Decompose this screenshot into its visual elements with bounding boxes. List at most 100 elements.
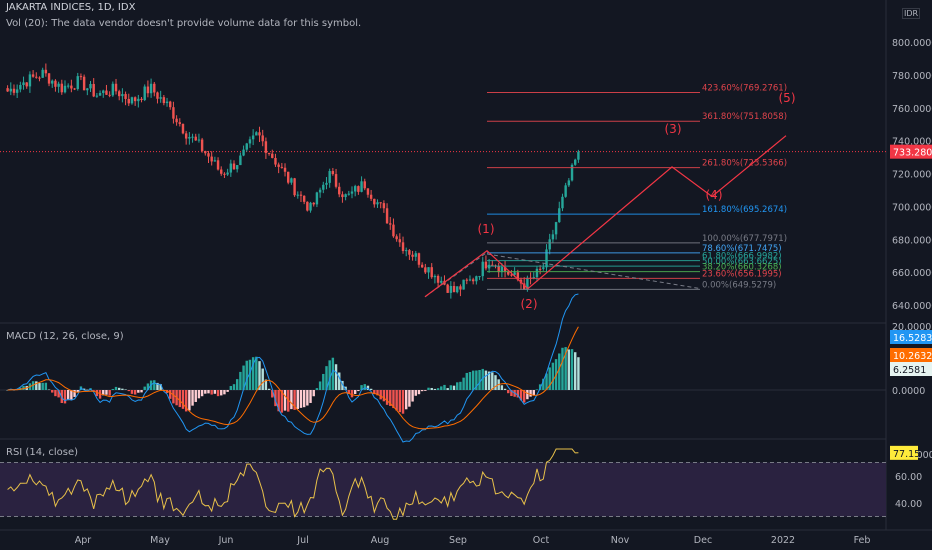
last-price-badge <box>890 144 932 159</box>
candle-body <box>248 139 252 144</box>
macd-histogram-bar <box>22 385 25 390</box>
fib-trend-line <box>486 253 701 290</box>
macd-histogram-bar <box>146 383 150 390</box>
candle-body <box>181 123 185 134</box>
macd-histogram-bar <box>235 379 239 390</box>
candle-body <box>322 184 325 190</box>
candle-body <box>130 97 134 104</box>
macd-histogram-bar <box>389 390 392 406</box>
time-axis-label: Dec <box>694 535 712 546</box>
elliott-wave-path <box>424 135 787 298</box>
candle-body <box>70 85 73 89</box>
candle-body <box>570 164 574 181</box>
candle-body <box>169 101 172 108</box>
candle-body <box>102 90 105 94</box>
fibonacci-extension[interactable]: 423.60%(769.2761) 361.80%(751.8058) 261.80… <box>424 84 787 298</box>
macd-histogram-bar <box>414 390 417 396</box>
candle-body <box>535 268 539 278</box>
candle-body <box>232 163 236 170</box>
candle-body <box>408 250 411 255</box>
rsi-band-fill <box>0 462 886 517</box>
candle-body <box>401 242 405 252</box>
candle-body <box>554 222 558 235</box>
candle-body <box>89 83 92 89</box>
time-axis-label: Jul <box>296 535 308 546</box>
candle-body <box>382 203 386 209</box>
macd-histogram-bar <box>452 385 456 390</box>
macd-histogram-bar <box>239 371 242 390</box>
price-tick-label: 640.0000 <box>892 301 932 312</box>
fib-level-label: 78.60%(671.7475) <box>702 244 782 254</box>
macd-histogram-bar <box>92 390 95 391</box>
macd-histogram-bar <box>350 390 354 398</box>
candle-body <box>366 188 370 195</box>
candle-body <box>12 88 16 93</box>
macd-histogram-bar <box>564 347 567 390</box>
macd-histogram-bar <box>251 357 255 390</box>
macd-histogram-bar <box>114 386 118 390</box>
macd-histogram-bar <box>494 375 497 390</box>
candle-body <box>475 276 478 282</box>
macd-histogram-bar <box>373 390 376 395</box>
macd-histogram-bar <box>6 390 9 391</box>
candle-body <box>350 191 354 194</box>
macd-histogram-bar <box>35 381 38 390</box>
macd-histogram-bar <box>522 390 526 403</box>
candle-body <box>417 253 421 265</box>
candle-body <box>149 83 153 94</box>
macd-histogram-bar <box>446 388 449 390</box>
rsi-legend[interactable]: RSI (14, close) <box>6 447 79 458</box>
macd-histogram-bar <box>519 390 523 401</box>
macd-histogram-bar <box>274 390 277 407</box>
macd-histogram-bar <box>430 387 433 390</box>
macd-histogram-bar <box>181 390 185 409</box>
volume-legend[interactable]: Vol (20): The data vendor doesn't provid… <box>6 18 362 29</box>
candle-body <box>344 194 347 198</box>
candle-body <box>478 276 481 278</box>
candle-body <box>41 69 44 78</box>
macd-histogram-bar <box>133 390 137 395</box>
candle-body <box>398 239 402 243</box>
macd-histogram-bar <box>309 390 312 403</box>
candle-body <box>15 89 19 93</box>
candle-body <box>38 77 41 79</box>
macd-histogram-bar <box>194 390 197 402</box>
fib-level-label: 0.00%(649.5279) <box>702 280 776 290</box>
elliott-wave-drawing[interactable]: (1) (2) (3) (4) (5) <box>424 91 796 311</box>
fib-level-label: 23.60%(656.1995) <box>702 269 782 279</box>
candle-body <box>114 83 118 92</box>
macd-histogram-bar <box>264 379 268 390</box>
macd-histogram-bar <box>318 381 322 390</box>
macd-histogram-bar <box>440 386 443 390</box>
axes: 800.0000 780.0000 760.0000 740.0000 720.0000… <box>75 38 932 546</box>
candle-body <box>395 236 398 240</box>
candle-body <box>277 164 280 167</box>
macd-histogram-bar <box>44 382 48 390</box>
candle-body <box>379 202 382 204</box>
macd-legend[interactable]: MACD (12, 26, close, 9) <box>6 331 124 342</box>
candle-body <box>200 139 204 152</box>
macd-histogram-bar <box>516 390 520 398</box>
time-axis-label: 2022 <box>771 535 795 546</box>
macd-histogram-bar <box>331 357 335 390</box>
candle-body <box>318 189 322 193</box>
candle-body <box>564 185 567 197</box>
candle-body <box>117 91 121 97</box>
rsi-band <box>0 462 886 517</box>
candle-body <box>538 268 542 270</box>
symbol-legend[interactable]: JAKARTA INDICES, 1D, IDX <box>6 2 136 13</box>
macd-histogram-bar <box>70 390 73 400</box>
candle-body <box>223 173 226 175</box>
macd-histogram-bar <box>538 384 542 390</box>
candle-body <box>411 254 414 257</box>
macd-histogram-bar <box>481 368 484 390</box>
time-axis-label: Apr <box>75 535 92 546</box>
macd-histogram-bar <box>76 390 79 393</box>
macd-histogram-bar <box>385 390 389 405</box>
macd-histogram-bar <box>532 390 535 396</box>
histogram-value-badge: 6.2581 <box>893 365 926 376</box>
macd-histogram-bar <box>57 390 60 398</box>
histogram-value-badge-bg <box>890 362 932 376</box>
candle-body <box>175 118 178 123</box>
